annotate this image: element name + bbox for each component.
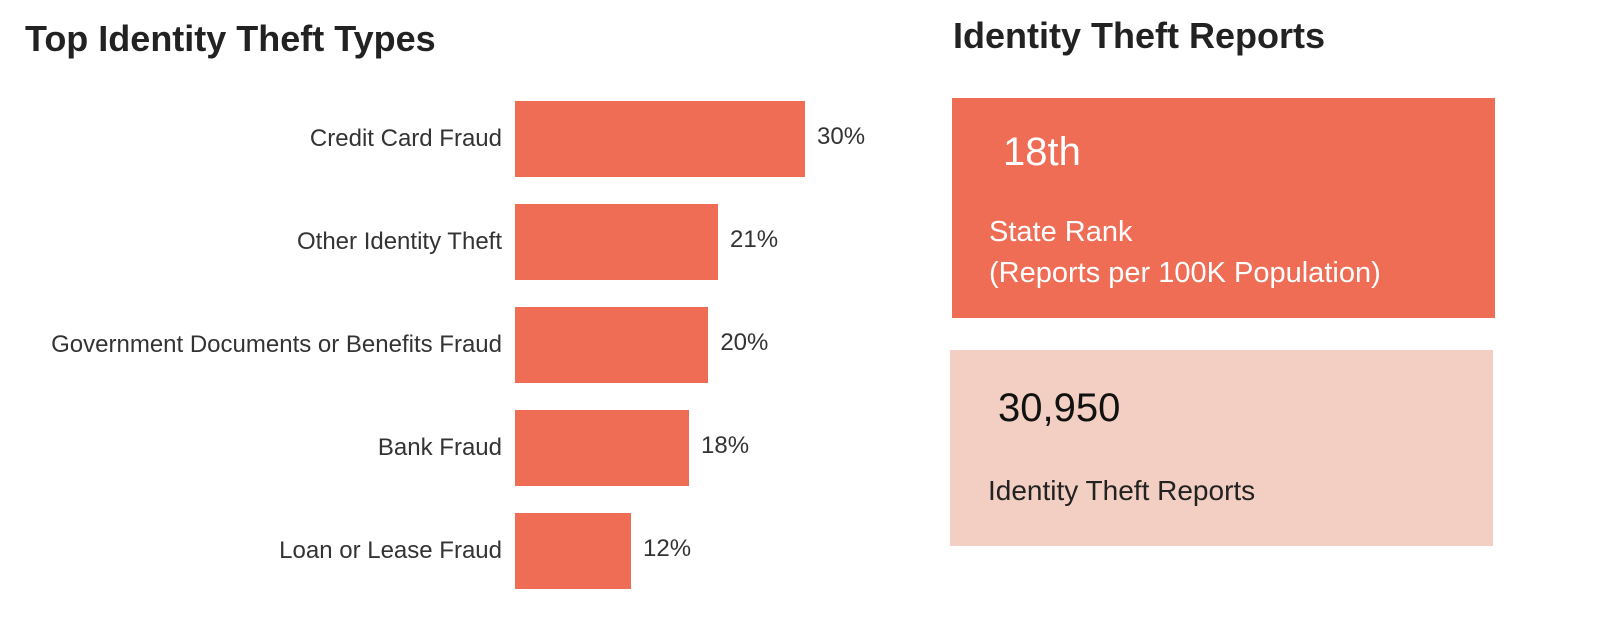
kpi-card	[950, 350, 1493, 546]
category-label: Bank Fraud	[377, 434, 502, 461]
bar	[515, 513, 631, 589]
value-label: 12%	[643, 535, 692, 562]
value-label: 30%	[817, 123, 866, 150]
kpi-value: 30,950	[998, 386, 1121, 430]
chart-title: Top Identity Theft Types	[25, 18, 436, 59]
kpi-label: State Rank	[989, 216, 1133, 248]
kpi-label: (Reports per 100K Population)	[989, 257, 1381, 289]
kpi-label: Identity Theft Reports	[988, 475, 1256, 506]
category-label: Loan or Lease Fraud	[279, 537, 502, 564]
value-label: 18%	[701, 432, 750, 459]
kpi-card	[952, 98, 1495, 318]
bar	[515, 204, 718, 280]
value-label: 20%	[720, 329, 769, 356]
kpi-value: 18th	[1003, 130, 1081, 174]
panel-title: Identity Theft Reports	[953, 15, 1326, 56]
bar	[515, 101, 805, 177]
value-label: 21%	[730, 226, 779, 253]
bar	[515, 410, 689, 486]
bar	[515, 307, 709, 383]
category-label: Credit Card Fraud	[309, 125, 502, 152]
category-label: Government Documents or Benefits Fraud	[51, 331, 502, 358]
category-label: Other Identity Theft	[297, 228, 502, 255]
